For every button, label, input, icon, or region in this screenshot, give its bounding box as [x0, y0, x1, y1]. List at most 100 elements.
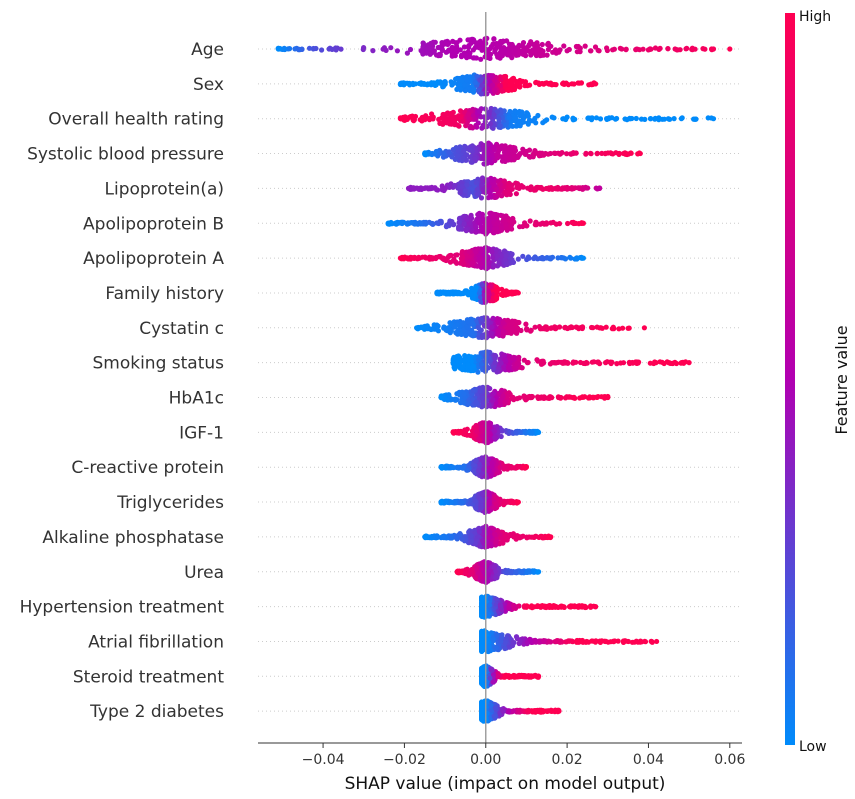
shap-point: [499, 53, 505, 59]
shap-point: [499, 387, 505, 393]
shap-point: [475, 87, 481, 94]
shap-point: [517, 224, 523, 230]
shap-point: [457, 226, 463, 232]
shap-point: [557, 324, 563, 330]
feature-dots: [438, 454, 530, 480]
feature-dots: [397, 245, 587, 272]
shap-point: [501, 178, 507, 184]
shap-point: [540, 120, 546, 126]
shap-point: [493, 538, 499, 545]
shap-point: [478, 77, 484, 83]
shap-point: [319, 47, 325, 53]
shap-point: [549, 114, 555, 120]
shap-point: [435, 44, 441, 51]
shap-point: [666, 360, 672, 366]
shap-point: [397, 81, 403, 87]
feature-dots: [397, 105, 717, 131]
shap-point: [485, 150, 491, 156]
shap-point: [443, 224, 449, 230]
shap-point: [539, 150, 545, 156]
shap-point: [402, 114, 408, 120]
shap-point: [436, 116, 442, 122]
shap-point: [434, 290, 440, 296]
shap-point: [479, 420, 485, 426]
shap-point: [491, 211, 497, 217]
shap-point: [428, 80, 435, 86]
shap-point: [498, 360, 504, 366]
shap-point: [492, 360, 498, 366]
shap-point: [338, 46, 344, 52]
shap-point: [469, 260, 475, 266]
shap-point: [464, 324, 470, 330]
shap-point: [468, 358, 474, 364]
shap-point: [466, 249, 472, 255]
shap-point: [472, 287, 478, 294]
feature-label: Family history: [105, 284, 224, 304]
shap-point: [616, 150, 622, 157]
shap-point: [437, 120, 443, 126]
shap-point: [637, 150, 643, 157]
shap-point: [435, 534, 441, 540]
shap-point: [514, 181, 521, 187]
feature-dots: [422, 523, 554, 550]
shap-point: [486, 385, 492, 391]
shap-point: [450, 360, 456, 366]
shap-point: [478, 505, 484, 511]
shap-point: [464, 426, 470, 432]
shap-point: [493, 294, 500, 300]
shap-point: [424, 323, 430, 329]
shap-point: [665, 116, 671, 122]
shap-point: [422, 117, 428, 123]
shap-point: [564, 151, 570, 157]
shap-point: [411, 117, 417, 123]
shap-point: [460, 155, 466, 161]
shap-point: [546, 81, 552, 87]
shap-point: [329, 46, 335, 53]
shap-point: [563, 80, 569, 86]
shap-point: [633, 115, 639, 122]
shap-point: [420, 40, 426, 47]
shap-point: [522, 395, 528, 401]
shap-point: [507, 531, 513, 538]
shap-point: [458, 86, 464, 92]
shap-point: [492, 531, 498, 537]
shap-point: [492, 77, 498, 83]
shap-point: [468, 533, 474, 539]
shap-point: [562, 185, 568, 191]
shap-point: [452, 53, 458, 59]
shap-point: [466, 111, 472, 117]
shap-point: [486, 491, 492, 497]
shap-point: [306, 45, 313, 51]
shap-point: [468, 538, 474, 545]
shap-point: [450, 464, 456, 470]
shap-point: [430, 43, 436, 49]
shap-point: [591, 394, 597, 400]
shap-point: [459, 536, 465, 542]
shap-point: [513, 191, 520, 197]
shap-point: [535, 112, 541, 119]
shap-point: [471, 87, 477, 93]
shap-point: [570, 185, 576, 192]
shap-point: [494, 229, 501, 235]
shap-point: [416, 80, 422, 87]
shap-point: [428, 326, 434, 332]
shap-point: [525, 121, 531, 127]
shap-point: [490, 82, 496, 88]
shap-point: [439, 534, 446, 540]
shap-point: [605, 150, 611, 156]
shap-point: [472, 80, 478, 86]
shap-point: [509, 320, 515, 326]
shap-point: [472, 156, 478, 162]
shap-point: [361, 45, 367, 51]
shap-point: [511, 465, 517, 471]
shap-point: [422, 150, 428, 157]
shap-point: [594, 151, 600, 157]
shap-point: [491, 87, 497, 93]
shap-point: [496, 116, 502, 122]
shap-point: [513, 52, 520, 58]
shap-point: [416, 186, 422, 192]
shap-point: [472, 44, 479, 51]
shap-point: [638, 116, 645, 122]
shap-point: [476, 217, 482, 223]
shap-point: [448, 499, 454, 505]
